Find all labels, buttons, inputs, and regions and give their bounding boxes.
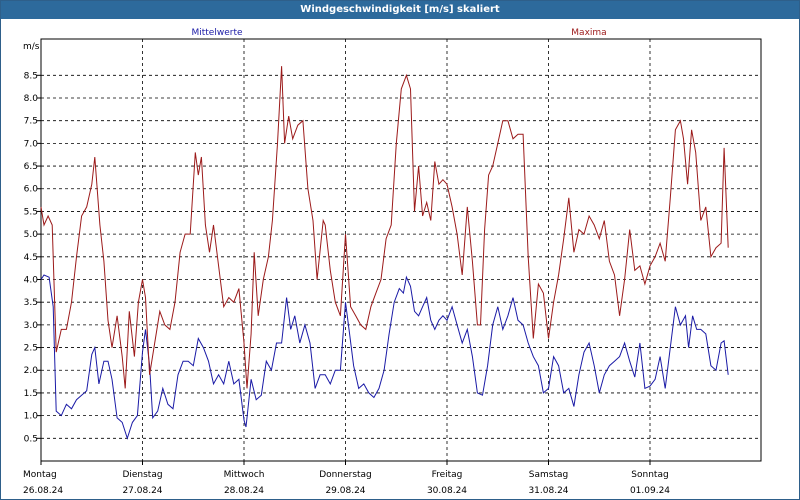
y-tick-label: 6.0 [24,185,39,195]
x-tick-label-date: 26.08.24 [23,486,63,496]
chart-title: Windgeschwindigkeit [m/s] skaliert [1,1,799,19]
x-tick-label-day: Samstag [529,470,568,480]
y-axis-unit-label: m/s [23,42,40,52]
x-tick-label-date: 30.08.24 [427,486,467,496]
x-tick-label-day: Donnerstag [319,470,372,480]
y-tick-label: 8.0 [24,94,39,104]
x-tick-label-date: 31.08.24 [528,486,568,496]
series-lines [40,66,729,440]
x-tick-label-day: Sonntag [631,470,668,480]
plot-area-border [40,38,762,462]
y-tick-label: 7.5 [24,117,38,127]
x-tick-label-day: Mittwoch [224,470,265,480]
y-tick-label: 4.0 [24,275,39,285]
x-tick-label-date: 27.08.24 [122,486,162,496]
y-tick-label: 2.0 [24,366,39,376]
x-axis-ticks: Montag 26.08.24 Dienstag 27.08.24 Mittwoch 28… [23,461,670,496]
y-tick-label: 3.0 [24,321,39,331]
x-tick-label-date: 29.08.24 [325,486,365,496]
y-tick-label: 2.5 [24,344,38,354]
grid-lines [41,39,761,461]
x-tick-label-date: 28.08.24 [224,486,264,496]
x-tick-label-day: Freitag [432,470,463,480]
y-tick-label: 8.5 [24,71,38,81]
y-tick-label: 1.5 [24,389,38,399]
y-tick-label: 6.5 [24,162,38,172]
y-tick-label: 3.5 [24,298,38,308]
legend-mittelwerte: Mittelwerte [191,28,242,38]
y-tick-label: 7.0 [24,139,39,149]
x-tick-label-day: Dienstag [122,470,162,480]
x-tick-label-day: Montag [23,470,57,480]
y-tick-label: 0.5 [24,434,38,444]
legend-maxima: Maxima [571,28,606,38]
y-tick-label: 5.0 [24,230,39,240]
y-tick-label: 1.0 [24,412,39,422]
series-line-maxima [40,66,729,389]
y-tick-label: 4.5 [24,253,38,263]
series-line-mittelwerte [40,274,729,440]
y-tick-label: 5.5 [24,207,38,217]
x-tick-label-date: 01.09.24 [630,486,670,496]
y-axis-ticks: 0.5 1.0 1.5 2.0 2.5 3.0 3.5 4.0 4.5 5.0 5.5 6.0 6.5 7… [24,71,41,444]
